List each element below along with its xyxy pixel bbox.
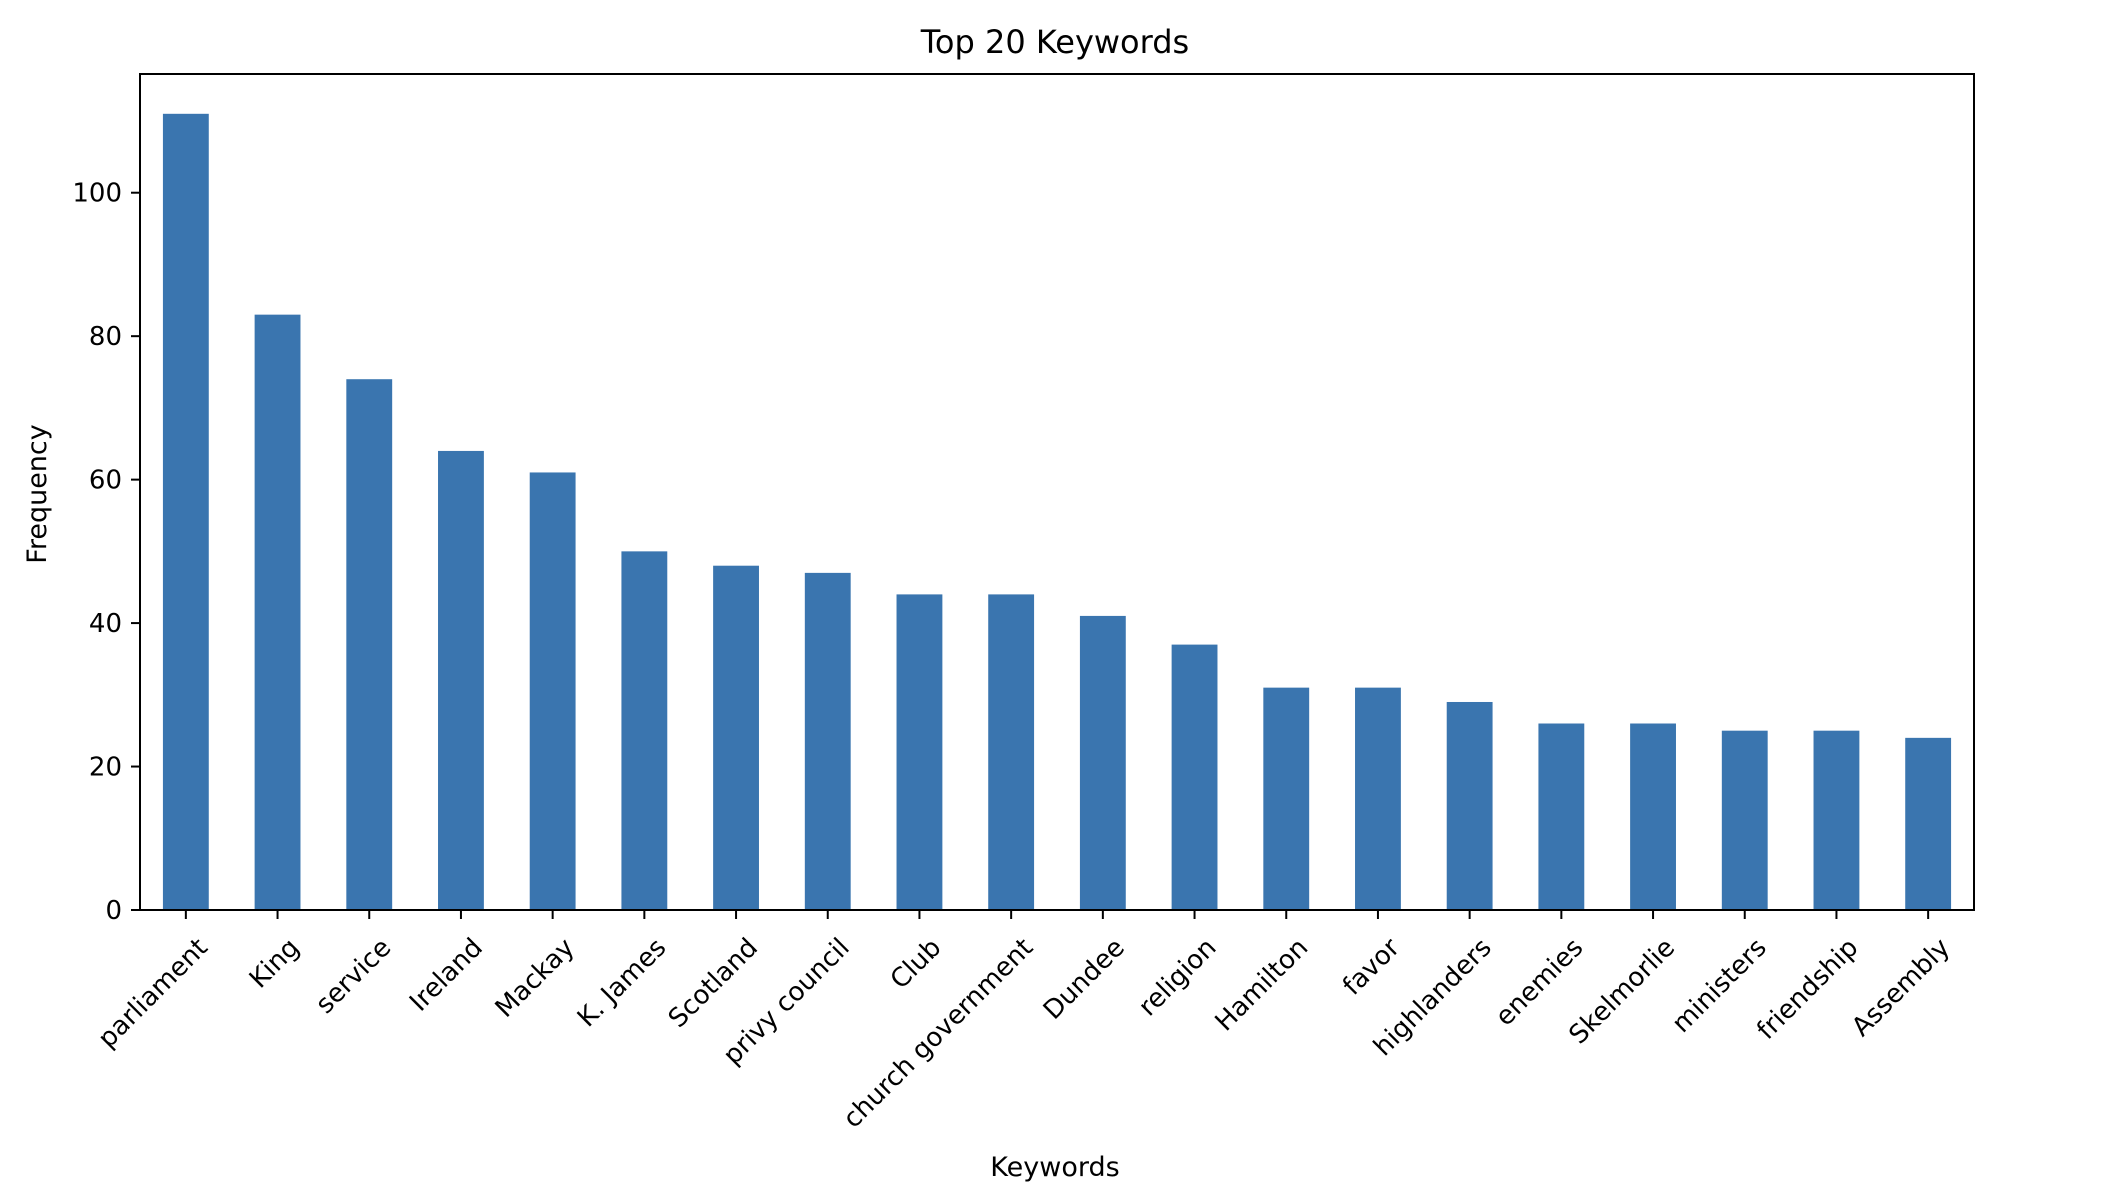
y-tick-label: 0 <box>105 896 122 926</box>
bar-assembly <box>1905 737 1952 910</box>
bar-dundee <box>1079 615 1126 910</box>
bar-privy-council <box>804 572 851 910</box>
x-axis-label: Keywords <box>990 1152 1119 1183</box>
bar-skelmorlie <box>1630 723 1676 910</box>
x-tick-label: religion <box>1133 933 1223 1023</box>
y-axis-label: Frequency <box>22 424 53 564</box>
bar-k-james <box>621 551 668 910</box>
x-tick-label: King <box>244 933 306 995</box>
bar-highlanders <box>1446 701 1493 910</box>
y-tick-label: 40 <box>89 609 122 639</box>
y-tick-label: 20 <box>89 753 122 783</box>
bar-friendship <box>1813 730 1860 910</box>
x-tick-label: K. James <box>572 933 672 1033</box>
x-tick-label: Dundee <box>1038 933 1131 1026</box>
x-tick-label: Mackay <box>490 933 581 1024</box>
bar-scotland <box>713 565 759 910</box>
x-tick-label: favor <box>1337 933 1406 1002</box>
bar-king <box>254 314 301 910</box>
bar-ministers <box>1721 730 1768 910</box>
bar-club <box>896 594 943 910</box>
x-tick-label: Hamilton <box>1210 933 1315 1038</box>
x-tick-label: Assembly <box>1846 933 1956 1043</box>
bar-mackay <box>529 472 576 910</box>
y-tick-label: 60 <box>89 466 122 496</box>
bar-hamilton <box>1263 687 1310 910</box>
x-tick-label: Club <box>885 933 947 995</box>
bar-religion <box>1171 644 1218 910</box>
bar-parliament <box>162 113 209 911</box>
x-tick-label: Ireland <box>404 933 489 1018</box>
bar-ireland <box>438 450 484 910</box>
plot-area: 0 20 40 60 80 100 parliament King service Ireland… <box>72 73 1975 1134</box>
plot-frame <box>139 73 1975 911</box>
bar-favor <box>1355 687 1401 910</box>
x-tick-label: parliament <box>93 933 214 1054</box>
bar-enemies <box>1538 723 1585 910</box>
y-tick-label: 80 <box>89 322 122 352</box>
x-tick-label: service <box>310 933 397 1020</box>
chart-title: Top 20 Keywords <box>920 23 1189 61</box>
bar-service <box>346 379 393 910</box>
y-tick-label: 100 <box>72 179 122 209</box>
bar-church-government <box>988 594 1035 910</box>
